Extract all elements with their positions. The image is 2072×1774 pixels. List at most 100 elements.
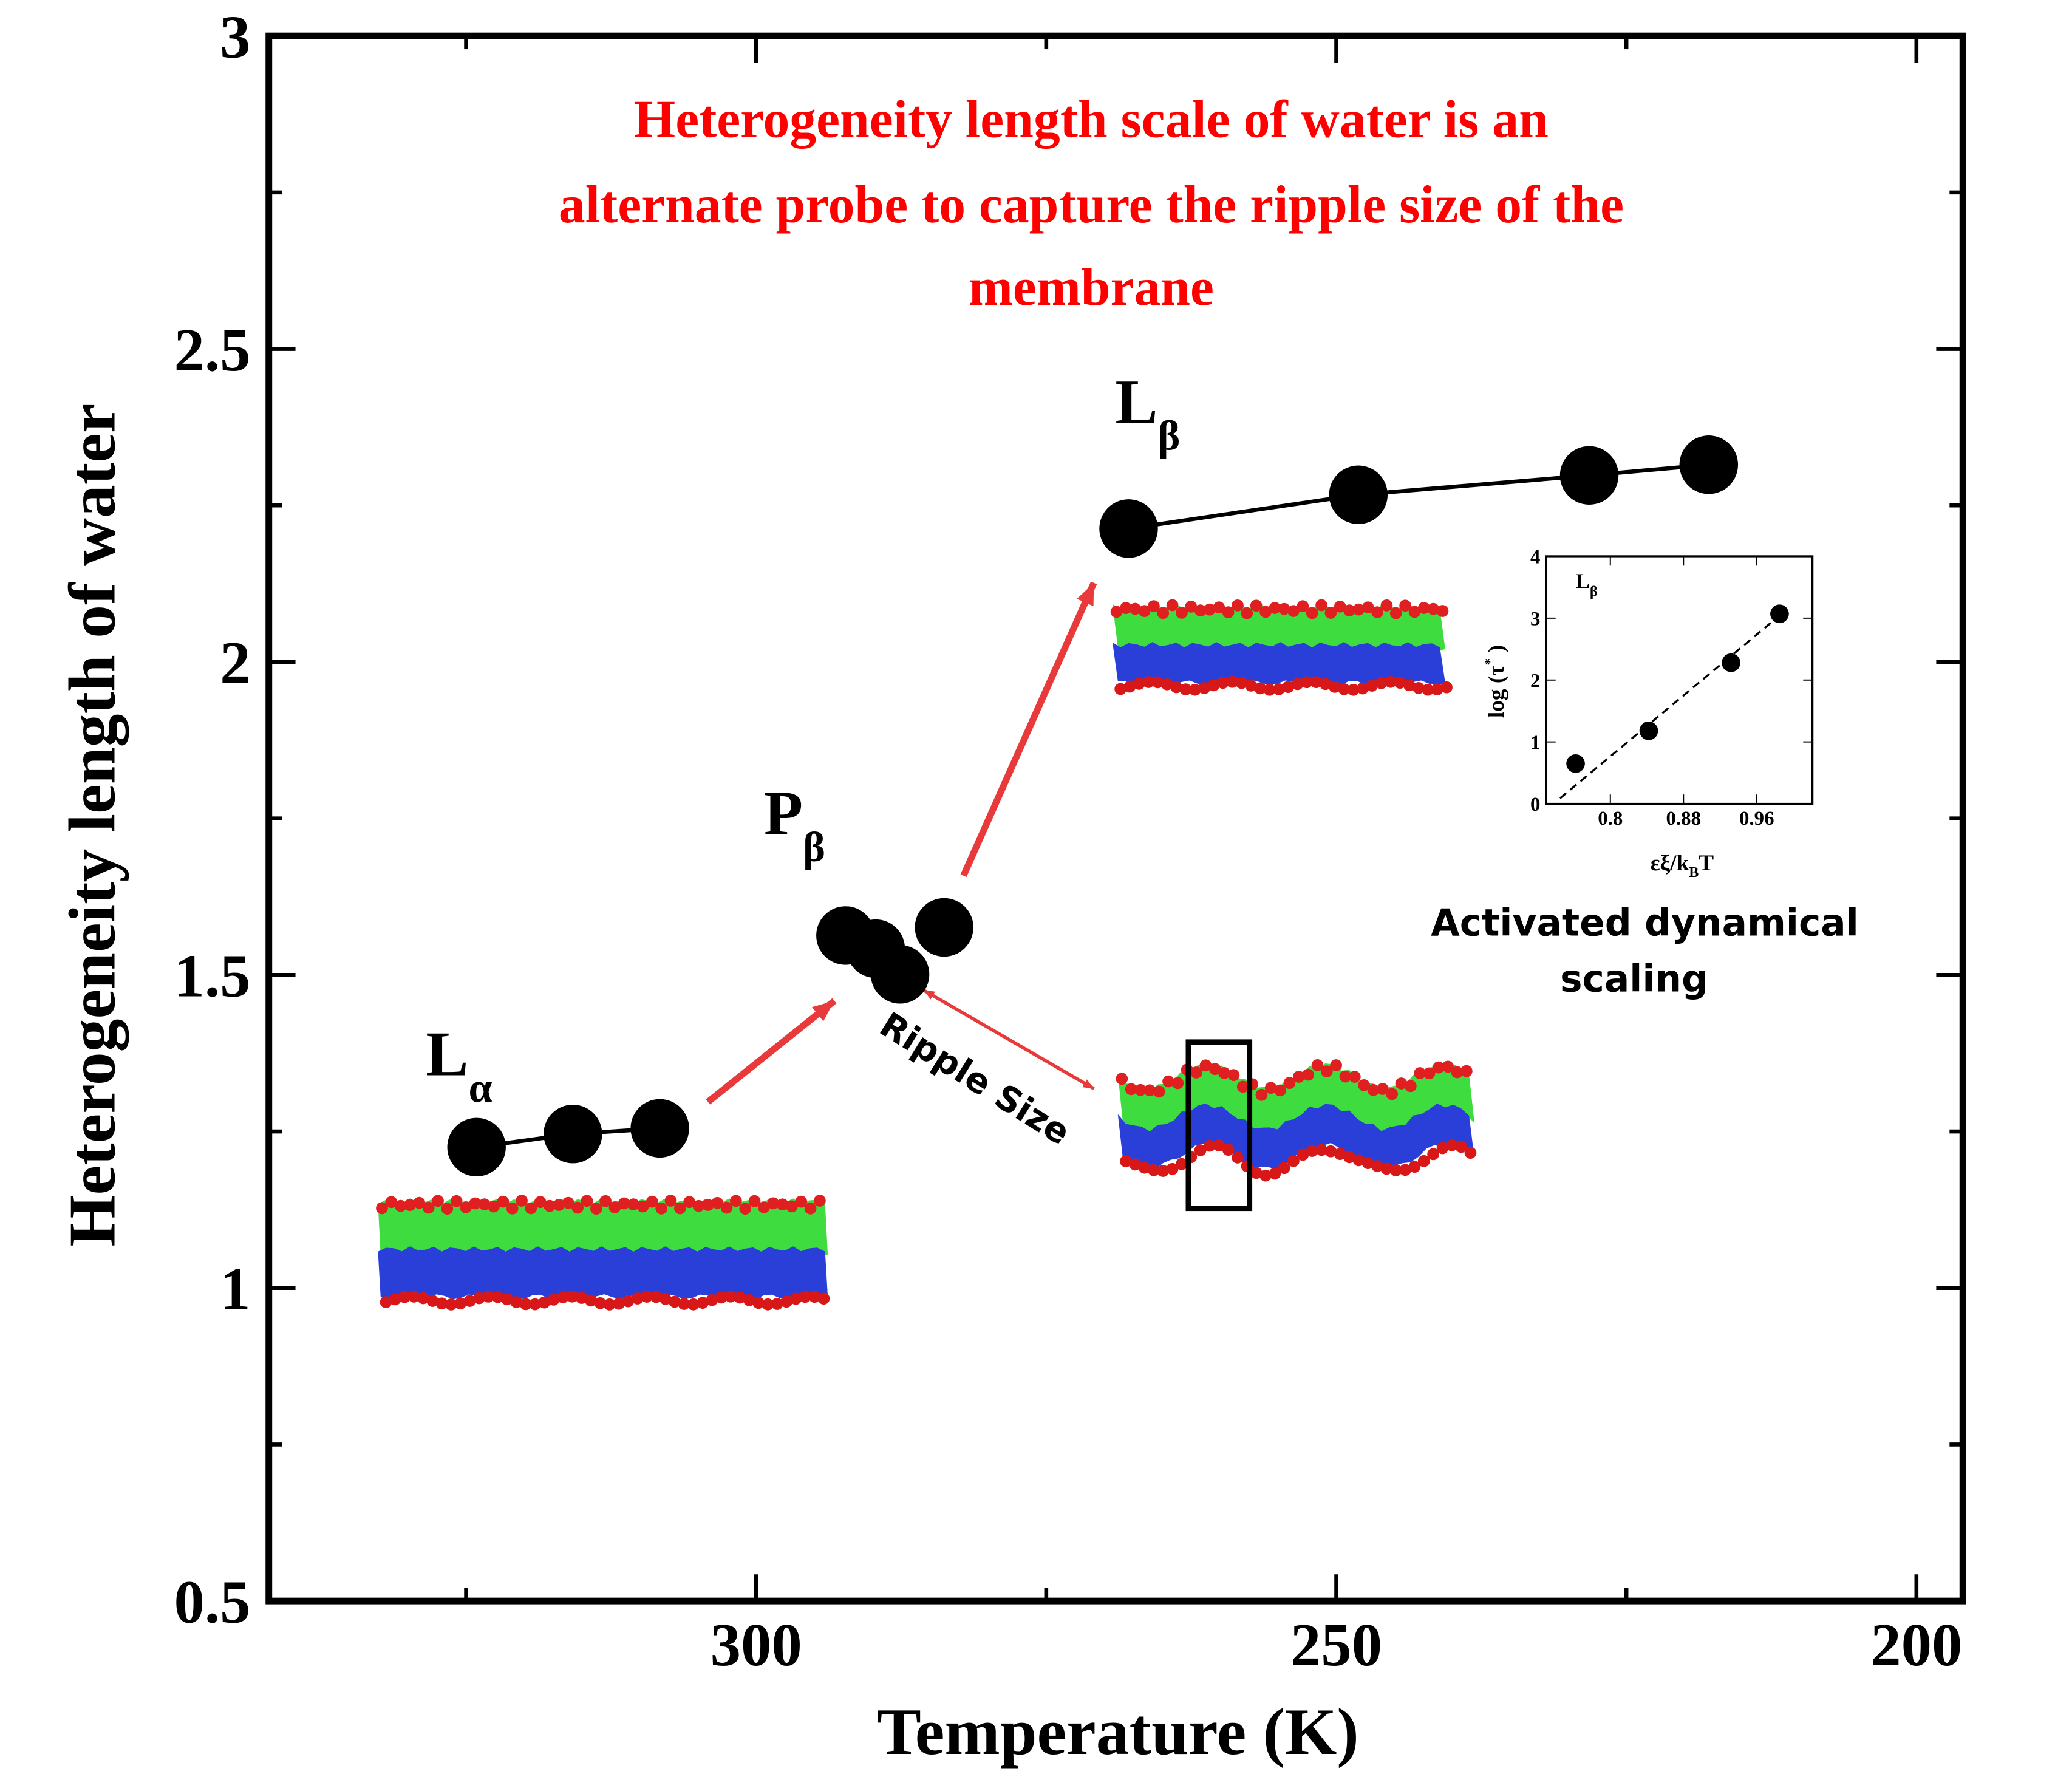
membrane-bead <box>1297 1148 1309 1161</box>
y-tick-label: 0 <box>1530 794 1540 816</box>
membrane-bead <box>1361 601 1374 614</box>
membrane-bead <box>1241 607 1253 619</box>
membrane-bead <box>795 1195 808 1208</box>
membrane-bead <box>1269 1167 1281 1180</box>
membrane-bead <box>1399 599 1411 612</box>
membrane-bead <box>1199 1059 1212 1072</box>
membrane-bead <box>1310 676 1323 688</box>
membrane-bead <box>1330 1059 1342 1071</box>
membrane-layer <box>378 1198 828 1258</box>
membrane-bead <box>683 1196 696 1209</box>
membrane-bead <box>1367 1083 1380 1096</box>
marker <box>544 1104 602 1164</box>
membrane-bead <box>544 1199 556 1212</box>
membrane-bead <box>469 1197 482 1210</box>
marker <box>1639 721 1658 740</box>
membrane-bead <box>808 1291 821 1303</box>
membrane-bead <box>1433 1061 1445 1074</box>
membrane-bead <box>669 1295 681 1308</box>
annotation: Lα <box>426 1018 492 1112</box>
marker <box>1329 465 1388 524</box>
y-tick-label: 0.5 <box>174 1568 250 1636</box>
membrane-bead <box>1222 606 1235 618</box>
membrane-bead <box>622 1295 635 1308</box>
x-tick-label: 0.88 <box>1666 808 1702 830</box>
y-tick-label: 3 <box>1530 608 1540 630</box>
y-tick-label: 1.5 <box>174 942 250 1010</box>
membrane-bead <box>1213 1139 1225 1151</box>
membrane-bead <box>697 1297 709 1309</box>
marker <box>1722 653 1740 672</box>
membrane-bead <box>404 1199 416 1211</box>
membrane-bead <box>603 1298 616 1311</box>
membrane-bead <box>1427 602 1439 615</box>
membrane-bead <box>799 1291 811 1303</box>
membrane-bead <box>1423 1067 1436 1080</box>
membrane-bead <box>590 1203 602 1215</box>
membrane-bead <box>641 1291 653 1303</box>
membrane-bead <box>581 1195 593 1207</box>
membrane-bead <box>1213 601 1225 613</box>
membrane-bead <box>488 1200 500 1213</box>
membrane-bead <box>1176 1158 1188 1170</box>
series-line <box>1559 609 1788 799</box>
membrane-layer <box>378 1246 828 1300</box>
annotation-text: P <box>764 777 803 848</box>
marker <box>1099 499 1158 558</box>
membrane-bead <box>1339 1070 1352 1083</box>
membrane-bead <box>1352 1154 1365 1167</box>
membrane-bead <box>711 1196 724 1209</box>
membrane-bead <box>608 1201 621 1213</box>
plot-frame <box>265 32 1966 1605</box>
membrane-bead <box>1125 1083 1137 1096</box>
plot-background <box>1546 556 1813 804</box>
membrane-bead <box>1151 676 1164 689</box>
membrane-bead <box>724 1290 737 1303</box>
label-sup: * <box>1482 658 1498 666</box>
label-text: ) <box>1484 645 1509 658</box>
title-line: alternate probe to capture the ripple si… <box>559 175 1624 234</box>
membrane-bead <box>1217 677 1229 689</box>
membrane-bead <box>771 1298 783 1310</box>
y-axis-label: Heterogeneity length of water <box>55 404 129 1247</box>
membrane-bead <box>1343 604 1355 617</box>
membrane-bead <box>1190 1066 1202 1079</box>
membrane-bead <box>1133 678 1145 690</box>
membrane-bead <box>1188 683 1201 696</box>
x-tick-label: 0.8 <box>1598 808 1623 830</box>
membrane-bead <box>1315 1144 1327 1156</box>
membrane-bead <box>636 1200 649 1213</box>
membrane-bead <box>1287 1155 1300 1167</box>
label-sub: B <box>1689 865 1699 881</box>
membrane-bead <box>585 1294 597 1307</box>
plot-area: 0.8 0.88 0.96 0 1 2 3 4 <box>1530 546 1814 830</box>
label-text: T <box>1699 851 1714 876</box>
membrane-layer <box>1117 1063 1475 1137</box>
membrane-bead <box>1232 599 1244 612</box>
membrane-bead <box>1232 1151 1244 1164</box>
membrane-bead <box>1417 1155 1430 1167</box>
y-tick-label: 1 <box>1530 732 1540 754</box>
annotation: Pβ <box>764 777 825 871</box>
membrane-bead <box>1297 600 1309 612</box>
membrane-bead <box>1166 599 1179 612</box>
membrane-bead <box>1208 1063 1221 1076</box>
membrane-bead <box>491 1291 504 1303</box>
membrane-bead <box>1404 1080 1417 1093</box>
membrane-bead <box>445 1298 457 1311</box>
marker <box>1770 604 1789 624</box>
membrane-bead <box>1399 1164 1411 1176</box>
membrane-bead <box>1455 1141 1467 1153</box>
inset-y-label: log (τ* ) <box>1482 645 1509 718</box>
membrane-bead <box>1414 1067 1426 1079</box>
x-tick-label: 300 <box>711 1611 802 1679</box>
membrane-bead <box>613 1297 625 1310</box>
membrane-layer <box>1117 1103 1475 1172</box>
membrane-bead <box>739 1203 752 1215</box>
membrane-bead <box>1218 1067 1230 1079</box>
membrane-bead <box>1334 600 1346 613</box>
membrane-bead <box>692 1199 705 1212</box>
membrane-bead <box>1162 1075 1174 1088</box>
note: scaling <box>1560 958 1708 1001</box>
membrane-bead <box>407 1291 420 1303</box>
